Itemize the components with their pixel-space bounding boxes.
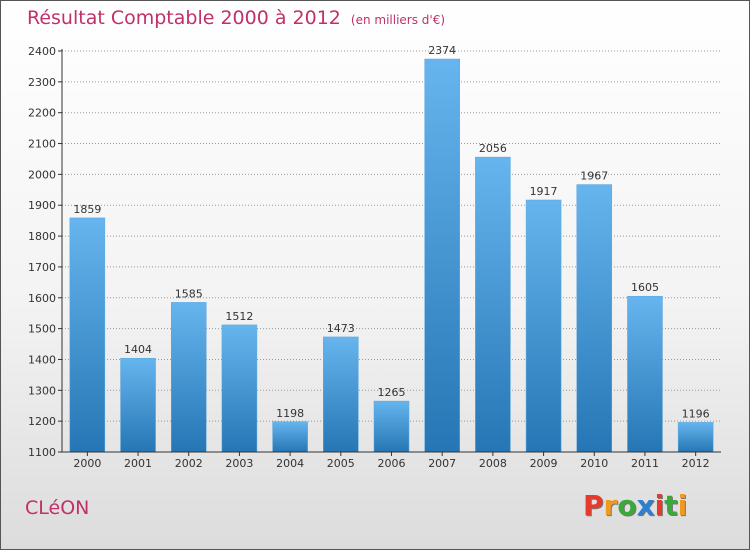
bar-2006 [373, 400, 410, 453]
value-label-2005: 1473 [327, 322, 355, 335]
x-tick-label-2011: 2011 [631, 457, 659, 470]
y-tick-label-1500: 1500 [28, 323, 56, 336]
value-label-2003: 1512 [225, 310, 253, 323]
value-label-2006: 1265 [378, 386, 406, 399]
y-tick-label-1100: 1100 [28, 446, 56, 459]
y-tick-label-1200: 1200 [28, 415, 56, 428]
x-tick-label-2009: 2009 [530, 457, 558, 470]
y-tick-label-2200: 2200 [28, 107, 56, 120]
logo-letter: i [654, 489, 665, 522]
bar-2012 [677, 422, 714, 453]
value-label-2007: 2374 [428, 44, 456, 57]
axis-layer: 1100 1200 1300 1400 1500 1600 1700 1800 1900 2000… [28, 45, 721, 470]
bar-2001 [120, 357, 156, 453]
bars-layer: 1859 1404 1585 1512 1198 1473 1265 2374 2056 1917… [69, 44, 714, 453]
y-tick-label-1700: 1700 [28, 261, 56, 274]
y-tick-label-1600: 1600 [28, 292, 56, 305]
y-tick-label-2300: 2300 [28, 76, 56, 89]
y-tick-label-1400: 1400 [28, 353, 56, 366]
bar-2005 [323, 336, 359, 453]
value-label-2009: 1917 [530, 185, 558, 198]
bar-2004 [272, 421, 308, 453]
logo-letter: t [664, 489, 678, 522]
logo-letter: x [636, 489, 655, 522]
bar-2007 [424, 58, 460, 453]
value-label-2011: 1605 [631, 281, 659, 294]
value-label-2010: 1967 [580, 170, 608, 183]
bar-2009 [525, 199, 562, 453]
logo-letter: r [603, 489, 618, 522]
value-label-2004: 1198 [276, 407, 304, 420]
x-tick-label-2012: 2012 [682, 457, 710, 470]
y-tick-label-1900: 1900 [28, 199, 56, 212]
value-label-2008: 2056 [479, 142, 507, 155]
x-tick-label-2004: 2004 [276, 457, 304, 470]
value-label-2000: 1859 [73, 203, 101, 216]
x-tick-label-2000: 2000 [73, 457, 101, 470]
x-tick-label-2008: 2008 [479, 457, 507, 470]
y-tick-label-1300: 1300 [28, 384, 56, 397]
x-tick-label-2003: 2003 [225, 457, 253, 470]
logo-letter: o [617, 489, 637, 522]
bar-2011 [627, 295, 663, 453]
x-tick-label-2002: 2002 [175, 457, 203, 470]
bar-2003 [221, 324, 258, 453]
logo-letter: i [677, 489, 688, 522]
bar-2000 [69, 217, 106, 453]
value-label-2012: 1196 [682, 407, 710, 420]
value-label-2002: 1585 [175, 287, 203, 300]
y-tick-label-2000: 2000 [28, 168, 56, 181]
bar-2010 [576, 184, 613, 453]
y-tick-label-2100: 2100 [28, 138, 56, 151]
proxiti-logo[interactable]: Proxiti [583, 489, 687, 522]
y-tick-label-1800: 1800 [28, 230, 56, 243]
chart-title-text: Résultat Comptable 2000 à 2012 [27, 7, 341, 29]
chart-unit: (en milliers d'€) [350, 13, 446, 27]
chart-title: Résultat Comptable 2000 à 2012 (en millie… [27, 7, 445, 29]
bar-2002 [170, 302, 207, 453]
y-tick-label-2400: 2400 [28, 45, 56, 58]
x-tick-label-2005: 2005 [327, 457, 355, 470]
x-tick-label-2006: 2006 [378, 457, 406, 470]
logo-letter: P [583, 489, 604, 522]
value-label-2001: 1404 [124, 343, 152, 356]
bar-2008 [475, 156, 511, 453]
town-name: CLéON [25, 497, 90, 519]
x-tick-label-2010: 2010 [580, 457, 608, 470]
x-tick-label-2007: 2007 [428, 457, 456, 470]
x-tick-label-2001: 2001 [124, 457, 152, 470]
